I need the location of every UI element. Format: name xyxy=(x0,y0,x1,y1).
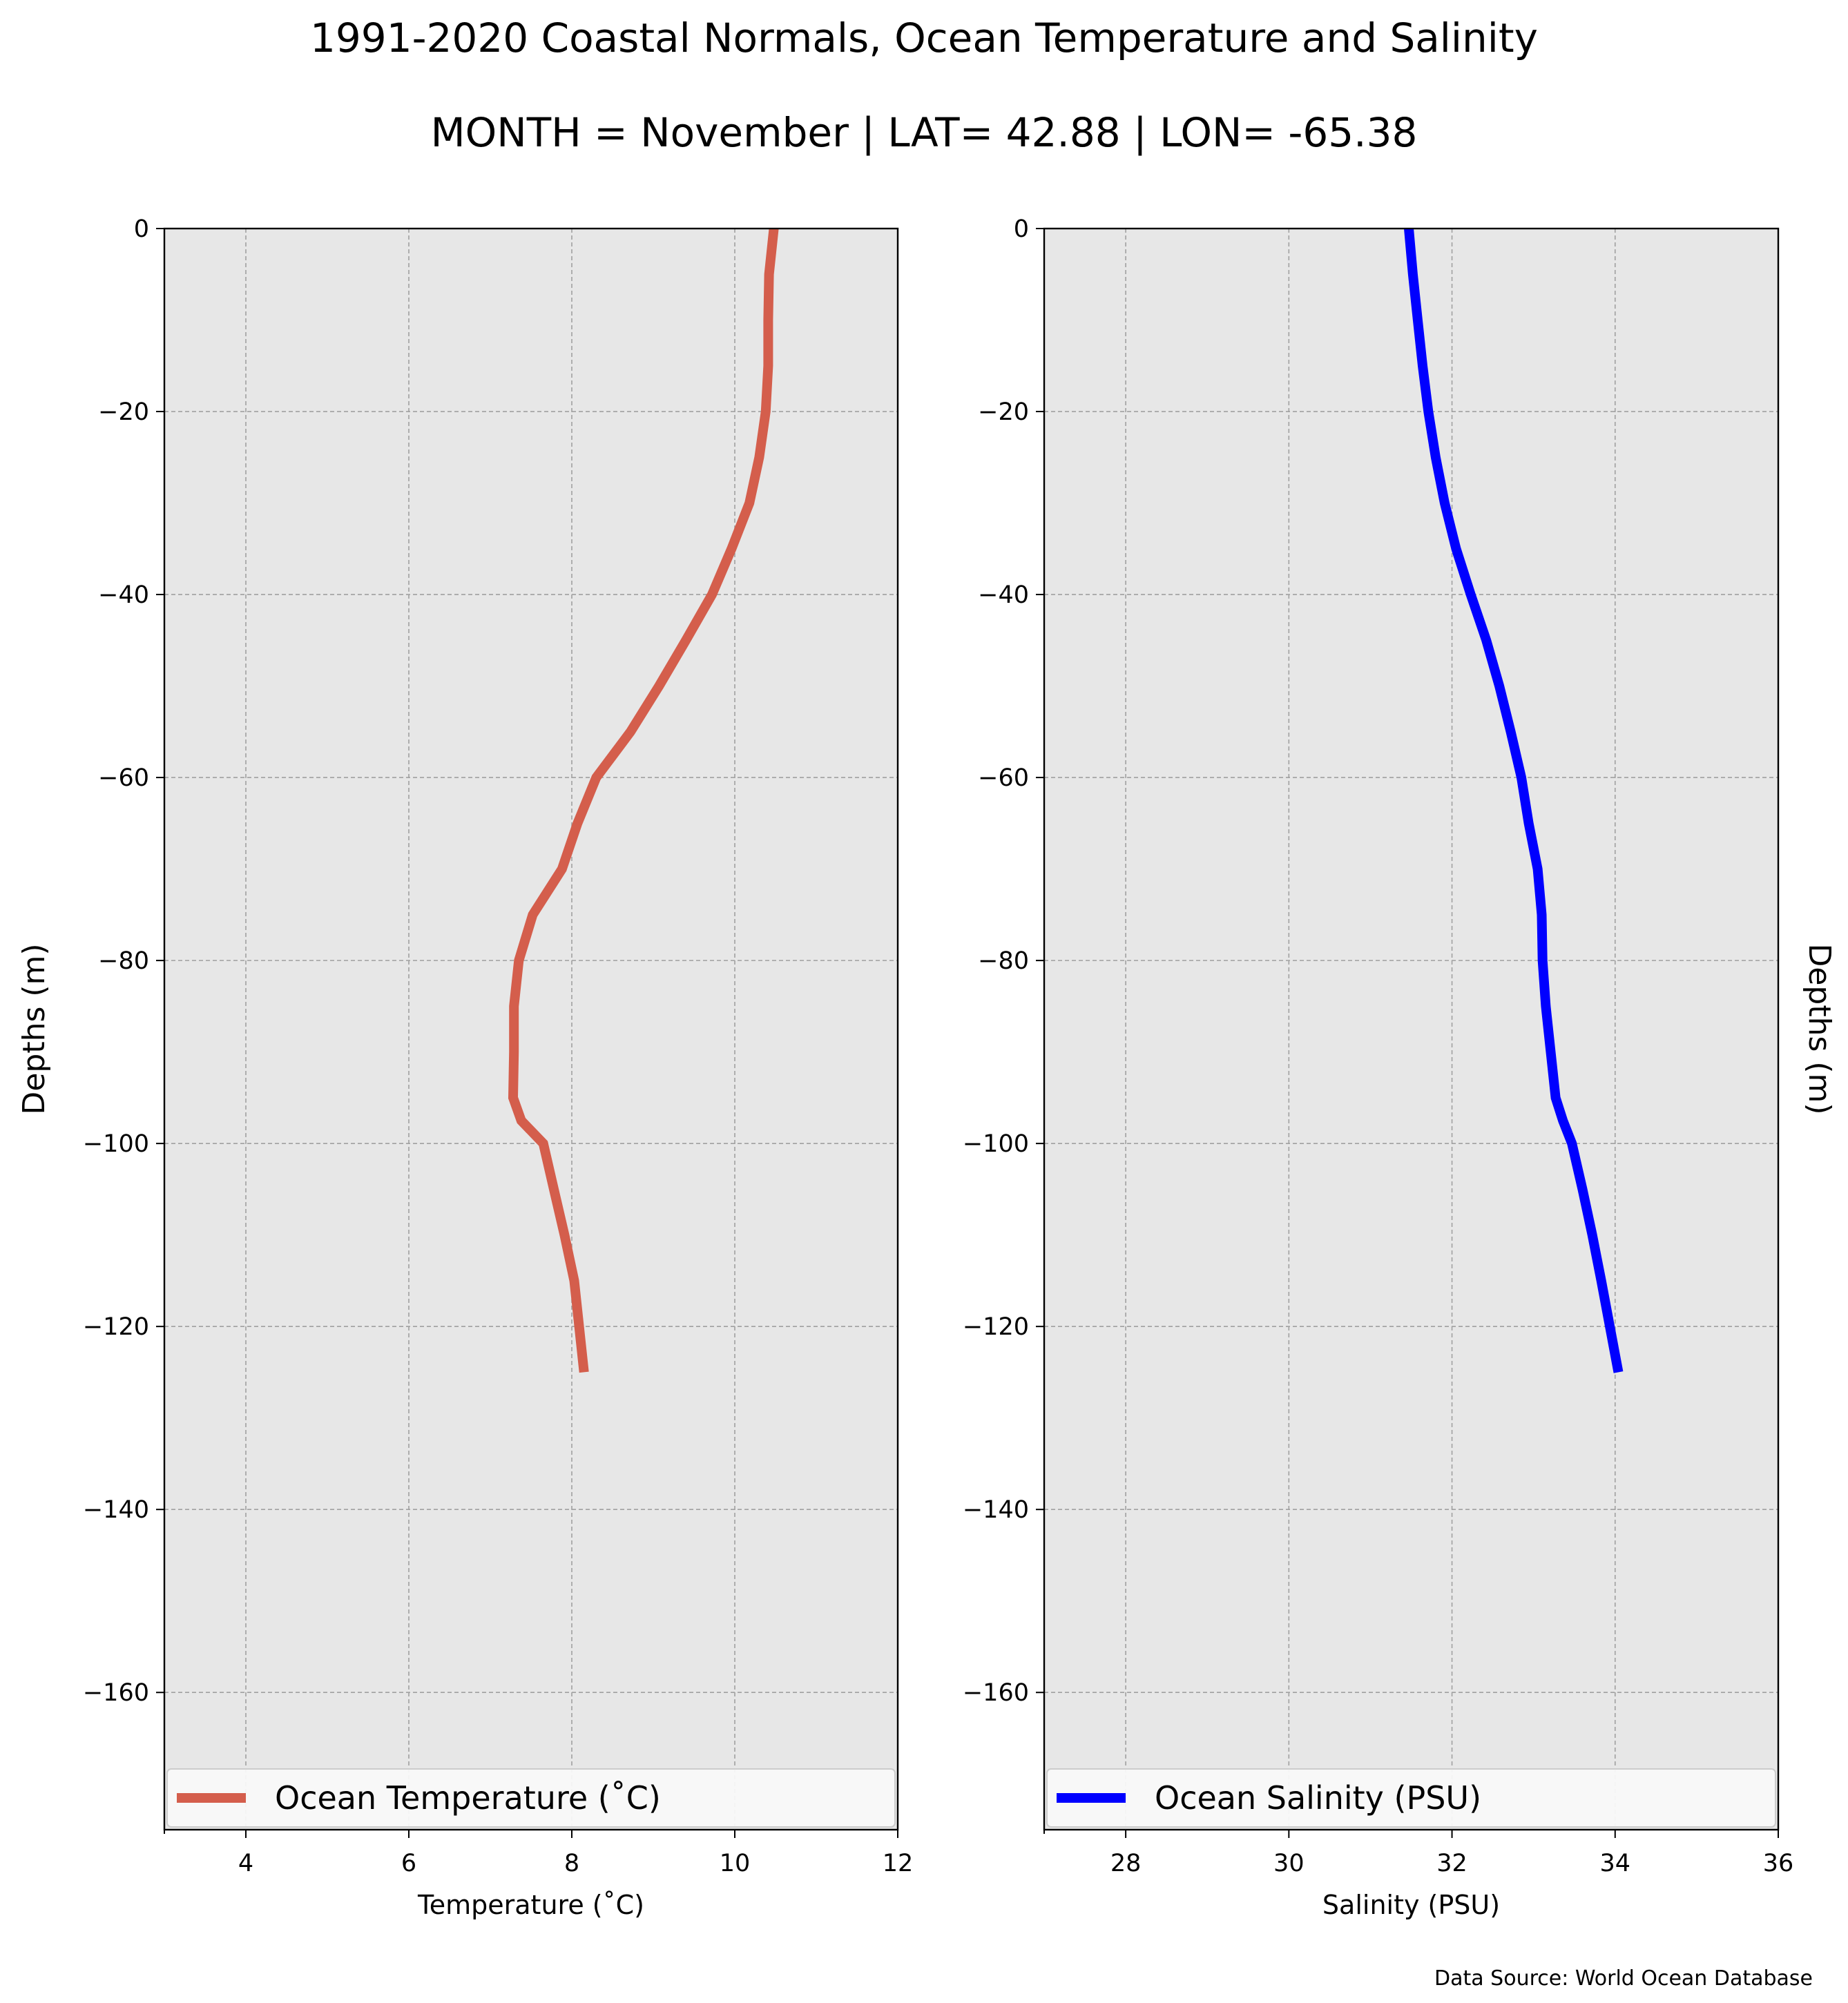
axes-frame xyxy=(163,227,899,1831)
series-line-1 xyxy=(1404,228,1624,1373)
chart-title: 1991-2020 Coastal Normals, Ocean Tempera… xyxy=(310,14,1538,61)
x-tick-label: 30 xyxy=(1273,1850,1305,1877)
x-tick-label: 12 xyxy=(883,1850,914,1877)
panels: Ocean Temperature (˚C) 4 6 8 10 12 0 −20 −40 −60 −… xyxy=(17,215,1837,1920)
legend: Ocean Temperature (˚C) xyxy=(166,1768,896,1828)
plot-area xyxy=(1044,229,1778,1830)
y-axis-label: Depths (m) xyxy=(1802,943,1837,1114)
y-tick-label: −40 xyxy=(98,581,149,609)
y-tick-label: −120 xyxy=(83,1313,149,1341)
y-tick-label: −140 xyxy=(963,1496,1029,1524)
plot-area xyxy=(164,229,898,1830)
x-axis-label: Salinity (PSU) xyxy=(1322,1890,1500,1920)
y-tick-label: −100 xyxy=(83,1130,149,1158)
x-tick-label: 6 xyxy=(401,1850,416,1877)
x-tick-label: 34 xyxy=(1600,1850,1631,1877)
y-tick-label: −20 xyxy=(98,398,149,426)
series-line-1 xyxy=(508,228,779,1373)
legend-label: Ocean Temperature (˚C) xyxy=(275,1779,661,1817)
y-tick-label: −20 xyxy=(978,398,1029,426)
y-tick-label: 0 xyxy=(1014,215,1029,243)
y-tick-label: −60 xyxy=(978,764,1029,792)
y-tick-label: −120 xyxy=(963,1313,1029,1341)
x-tick-label: 8 xyxy=(564,1850,579,1877)
y-tick-label: −60 xyxy=(98,764,149,792)
y-tick-label: −140 xyxy=(83,1496,149,1524)
data-source-note: Data Source: World Ocean Database xyxy=(1434,1966,1813,1991)
panel-1: Ocean Temperature (˚C) 4 6 8 10 12 0 −20 −40 −60 −… xyxy=(17,215,913,1920)
x-tick-label: 36 xyxy=(1763,1850,1794,1877)
y-tick-label: −80 xyxy=(978,947,1029,975)
y-tick-label: −80 xyxy=(98,947,149,975)
x-tick-label: 28 xyxy=(1110,1850,1142,1877)
legend-box xyxy=(166,1768,896,1828)
x-axis-label: Temperature (˚C) xyxy=(417,1890,644,1920)
axes-frame xyxy=(1043,227,1780,1831)
x-tick-label: 4 xyxy=(238,1850,253,1877)
chart-subtitle: MONTH = November | LAT= 42.88 | LON= -65… xyxy=(431,109,1418,156)
panel-2: Ocean Salinity (PSU) 28 30 32 34 36 0 −20 −40 −60… xyxy=(963,215,1837,1920)
legend: Ocean Salinity (PSU) xyxy=(1046,1768,1776,1828)
legend-label: Ocean Salinity (PSU) xyxy=(1155,1779,1481,1817)
y-tick-label: −160 xyxy=(83,1679,149,1707)
x-tick-label: 32 xyxy=(1436,1850,1467,1877)
y-tick-label: −160 xyxy=(963,1679,1029,1707)
y-tick-label: 0 xyxy=(134,215,149,243)
y-tick-label: −40 xyxy=(978,581,1029,609)
x-tick-label: 10 xyxy=(720,1850,751,1877)
y-axis-label: Depths (m) xyxy=(17,943,52,1114)
legend-box xyxy=(1046,1768,1776,1828)
y-tick-label: −100 xyxy=(963,1130,1029,1158)
